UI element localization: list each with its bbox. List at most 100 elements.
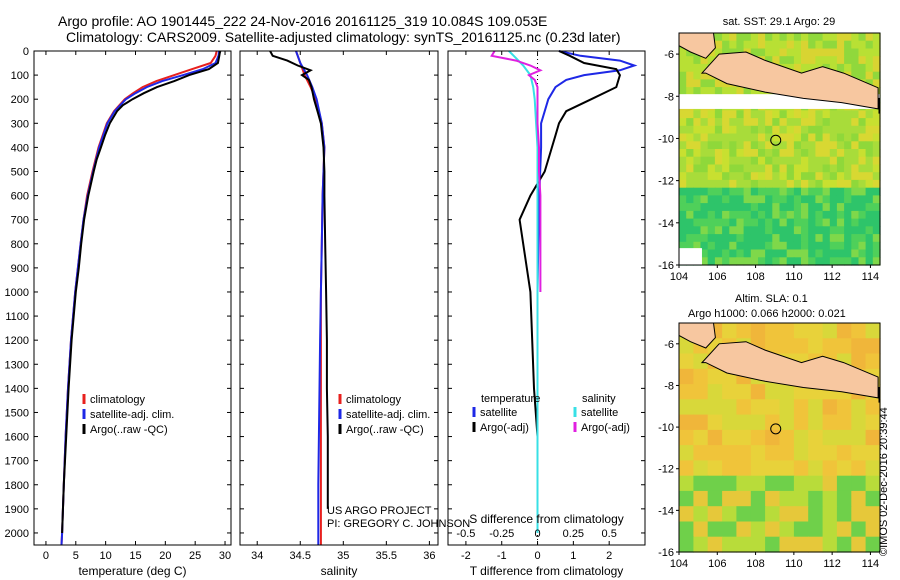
sst-field-cell [801,56,809,65]
sst-field-cell [772,172,781,181]
sst-field-cell [707,87,716,96]
depth-tick-label: 900 [11,263,29,275]
difference-xtick-label: 1 [570,550,576,562]
sst-field-cell [693,195,702,204]
sst-field-cell [679,226,687,235]
sst-field-cell [772,249,781,258]
sst-field-cell [714,149,723,158]
sst-field-cell [736,234,745,243]
sst-field-cell [772,118,781,127]
sst-field-cell [851,125,860,135]
sla-field-cell [865,460,881,477]
salinity-legend-label: satellite-adj. clim. [346,409,430,421]
difference-xtick-label: 0 [534,550,540,562]
sst-field-cell [851,179,860,189]
sst-field-cell [844,257,852,266]
sla-field-cell [679,506,694,523]
sst-field-cell [836,156,845,165]
sst-field-cell [822,234,831,243]
sst-field-cell [793,257,802,266]
sla-field-cell [693,353,709,370]
sst-field-cell [815,249,824,258]
salinity-legend-label: climatology [346,394,402,406]
sst-field-cell [679,156,687,165]
depth-tick-label: 1600 [5,432,29,444]
sst-field-cell [815,203,824,212]
temperature-xtick-label: 20 [159,550,171,562]
sst-field-cell [808,48,816,57]
sla-field-cell [693,506,709,523]
difference-s-tick-label: 0.5 [602,528,617,540]
sst-field-cell [815,241,824,251]
sst-field-cell [750,33,759,42]
sst-field-cell [872,234,881,243]
sst-map-ytick-label: -8 [664,91,674,103]
sst-field-cell [707,226,716,235]
sst-field-cell [829,218,838,227]
sst-field-cell [808,210,816,220]
sst-field-cell [786,33,795,42]
sst-field-cell [844,141,852,150]
sst-field-cell [729,125,738,135]
sst-field-cell [836,195,845,204]
sst-field-cell [736,210,745,220]
sst-field-cell [793,226,802,235]
sst-field-cell [750,179,759,189]
sst-field-cell [858,234,867,243]
sst-field-cell [700,172,709,181]
sst-field-cell [858,210,867,220]
sst-field-cell [872,172,881,181]
salinity-xtick-label: 34 [251,550,263,562]
sst-field-cell [779,249,788,258]
sst-field-cell [872,141,881,150]
sst-field-cell [714,234,723,243]
sst-field-cell [736,241,745,251]
sst-field-cell [772,203,781,212]
sst-field-cell [714,48,723,57]
sst-field-cell [679,79,687,88]
sst-field-cell [693,156,702,165]
temperature-series-1 [60,50,221,546]
sst-field-cell [679,110,687,119]
sst-field-cell [779,110,788,119]
sst-field-cell [700,118,709,127]
sla-field-cell [679,338,694,355]
sst-field-cell [729,257,738,266]
sst-field-cell [700,226,709,235]
sst-field-cell [815,218,824,227]
difference-temp-legend-label: satellite [480,407,517,419]
sst-field-cell [722,241,730,251]
sla-field-cell [750,414,766,431]
sst-field-cell [765,48,773,57]
depth-tick-label: 1200 [5,335,29,347]
sst-field-cell [707,234,716,243]
difference-s-tick-label: -0.25 [489,528,514,540]
sla-field-cell [836,338,852,355]
sst-field-cell [793,110,802,119]
sst-field-cell [707,149,716,158]
sst-field-cell [844,187,852,196]
sst-map-ytick-label: -12 [658,176,674,188]
sst-field-cell [765,33,773,42]
sst-field-cell [844,40,852,49]
sst-field-cell [686,63,694,73]
sst-field-cell [844,203,852,212]
sst-field-cell [786,48,795,57]
sst-field-cell [772,149,781,158]
difference-s-xlabel: S difference from climatology [469,512,624,526]
imos-timestamp: ©IMOS 02-Dec-2016 20:39:44 [878,407,890,556]
salinity-xtick-label: 34.5 [290,550,311,562]
sst-field-cell [808,164,816,173]
sla-field-cell [707,414,723,431]
sst-field-cell [872,241,881,251]
sla-map-subtitle: Argo h1000: 0.066 h2000: 0.021 [688,308,846,320]
sst-field-cell [686,187,694,196]
sst-field-cell [736,257,745,266]
sst-field-cell [722,48,730,57]
sst-field-cell [686,133,694,142]
sst-field-cell [851,56,860,65]
sst-field-cell [872,118,881,127]
sla-field-cell [693,429,709,446]
sst-field-cell [801,133,809,142]
sst-field-cell [786,110,795,119]
